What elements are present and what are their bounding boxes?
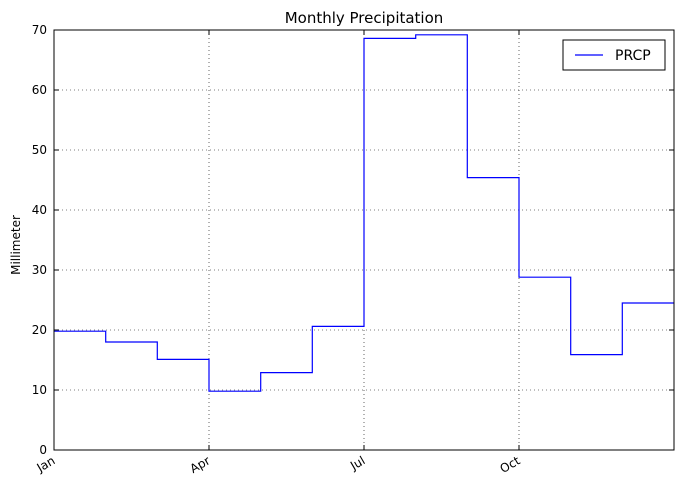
- x-tick-label: Apr: [188, 453, 213, 476]
- x-tick-label: Jul: [347, 453, 367, 473]
- series-layer: [54, 34, 674, 392]
- y-tick-label: 20: [32, 323, 47, 337]
- legend: PRCP: [562, 39, 666, 71]
- x-tick-label: Oct: [498, 453, 523, 476]
- y-tick-label: 70: [32, 23, 47, 37]
- ticks: 0 10 20 30 40 50 60 70 Jan Apr Jul Oct: [32, 23, 674, 476]
- series-line-prcp: [54, 34, 674, 392]
- y-tick-label: 50: [32, 143, 47, 157]
- x-tick-label: Jan: [34, 453, 58, 475]
- y-tick-label: 0: [39, 443, 47, 457]
- y-tick-label: 30: [32, 263, 47, 277]
- y-axis-label: Millimeter: [9, 215, 23, 275]
- y-tick-label: 40: [32, 203, 47, 217]
- y-tick-label: 10: [32, 383, 47, 397]
- legend-label-prcp: PRCP: [615, 48, 651, 64]
- legend-box: [562, 39, 666, 71]
- y-tick-label: 60: [32, 83, 47, 97]
- chart-title: Monthly Precipitation: [285, 9, 444, 27]
